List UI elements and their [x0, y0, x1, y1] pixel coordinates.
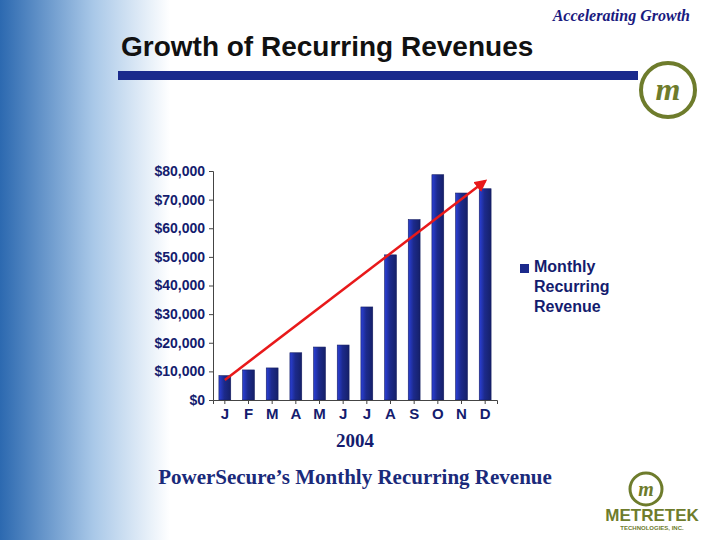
tick: $10,000	[154, 363, 213, 379]
tick-label: F	[244, 405, 253, 422]
tick-label: J	[363, 405, 371, 422]
tick: A	[385, 400, 396, 422]
tick-mark	[319, 400, 320, 404]
bar	[337, 345, 349, 400]
tick: $40,000	[154, 277, 213, 293]
tick: S	[409, 400, 419, 422]
tagline: Accelerating Growth	[552, 7, 690, 25]
bar	[432, 175, 444, 400]
tick-label: $30,000	[154, 306, 205, 322]
tick-mark	[209, 400, 213, 401]
tick: $70,000	[154, 192, 213, 208]
tick-label: $0	[189, 392, 205, 408]
tick-label: S	[409, 405, 419, 422]
tick-mark	[209, 371, 213, 372]
bar	[385, 255, 397, 400]
x-axis-title: 2004	[336, 430, 375, 451]
tick-mark	[209, 314, 213, 315]
tick-mark	[224, 400, 225, 404]
tick-mark	[390, 400, 391, 404]
title-rule	[118, 71, 638, 80]
tick-mark	[366, 400, 367, 404]
axis-line	[209, 172, 214, 401]
bar	[290, 353, 302, 400]
logo-mark: m	[638, 478, 654, 500]
bar	[243, 370, 255, 400]
tick-mark	[485, 400, 486, 404]
tick: M	[266, 400, 279, 422]
tick: N	[456, 400, 467, 422]
tick-mark	[414, 400, 415, 404]
tick-label: J	[339, 405, 347, 422]
tick-label: $10,000	[154, 363, 205, 379]
legend: MonthlyRecurringRevenue	[520, 258, 610, 315]
tick-mark	[209, 343, 213, 344]
tick-mark	[209, 257, 213, 258]
tick-label: O	[432, 405, 444, 422]
bar	[479, 189, 491, 400]
company-detail: TECHNOLOGIES, INC.	[620, 525, 684, 531]
tick: $20,000	[154, 335, 213, 351]
tick-label: A	[290, 405, 301, 422]
tick: $80,000	[154, 163, 213, 179]
tick-label: M	[313, 405, 326, 422]
tick: J	[339, 400, 347, 422]
tick-label: $20,000	[154, 335, 205, 351]
bar	[408, 220, 420, 400]
tick-label: $50,000	[154, 249, 205, 265]
tick-label: $80,000	[154, 163, 205, 179]
subtitle: PowerSecure’s Monthly Recurring Revenue	[158, 465, 552, 489]
legend-label: MonthlyRecurringRevenue	[534, 258, 610, 315]
logo-ring	[641, 63, 695, 117]
tick-label: $70,000	[154, 192, 205, 208]
bar	[314, 347, 326, 400]
bar	[456, 193, 468, 400]
axis-line	[214, 401, 498, 405]
tick-mark	[343, 400, 344, 404]
tick: F	[244, 400, 253, 422]
tick: $0	[189, 392, 213, 408]
x-axis: JFMAMJJASOND	[214, 400, 498, 422]
tick: O	[432, 400, 444, 422]
background-band	[0, 0, 170, 540]
bar	[361, 307, 373, 400]
tick-label: $60,000	[154, 220, 205, 236]
bar	[266, 368, 278, 400]
trend-arrow	[225, 181, 485, 380]
slide: Accelerating Growth Growth of Recurring R…	[0, 0, 720, 540]
tick-mark	[209, 200, 213, 201]
tick-mark	[295, 400, 296, 404]
tick-label: A	[385, 405, 396, 422]
tick-mark	[461, 400, 462, 404]
tick: M	[313, 400, 326, 422]
company-name: METRETEK	[605, 506, 699, 525]
tick: J	[221, 400, 229, 422]
tick-mark	[437, 400, 438, 404]
tick-label: N	[456, 405, 467, 422]
tick-mark	[209, 228, 213, 229]
logo-mark: m	[656, 71, 681, 107]
plot-area	[219, 175, 491, 400]
tick: $50,000	[154, 249, 213, 265]
tick-mark	[209, 286, 213, 287]
tick-mark	[209, 171, 213, 172]
tick-mark	[272, 400, 273, 404]
tick: J	[363, 400, 371, 422]
tick: A	[290, 400, 301, 422]
tick: $30,000	[154, 306, 213, 322]
y-axis: $0 $10,000 $20,000 $30,000 $40,000 $50,000 $60…	[154, 163, 213, 408]
tick: D	[480, 400, 491, 422]
background	[0, 0, 720, 540]
title: Growth of Recurring Revenues	[121, 31, 533, 62]
tick-label: M	[266, 405, 279, 422]
legend-swatch	[520, 264, 529, 273]
tick-label: $40,000	[154, 277, 205, 293]
tick-mark	[248, 400, 249, 404]
tick-label: D	[480, 405, 491, 422]
tick-label: J	[221, 405, 229, 422]
logo-ring	[630, 473, 662, 505]
tick: $60,000	[154, 220, 213, 236]
